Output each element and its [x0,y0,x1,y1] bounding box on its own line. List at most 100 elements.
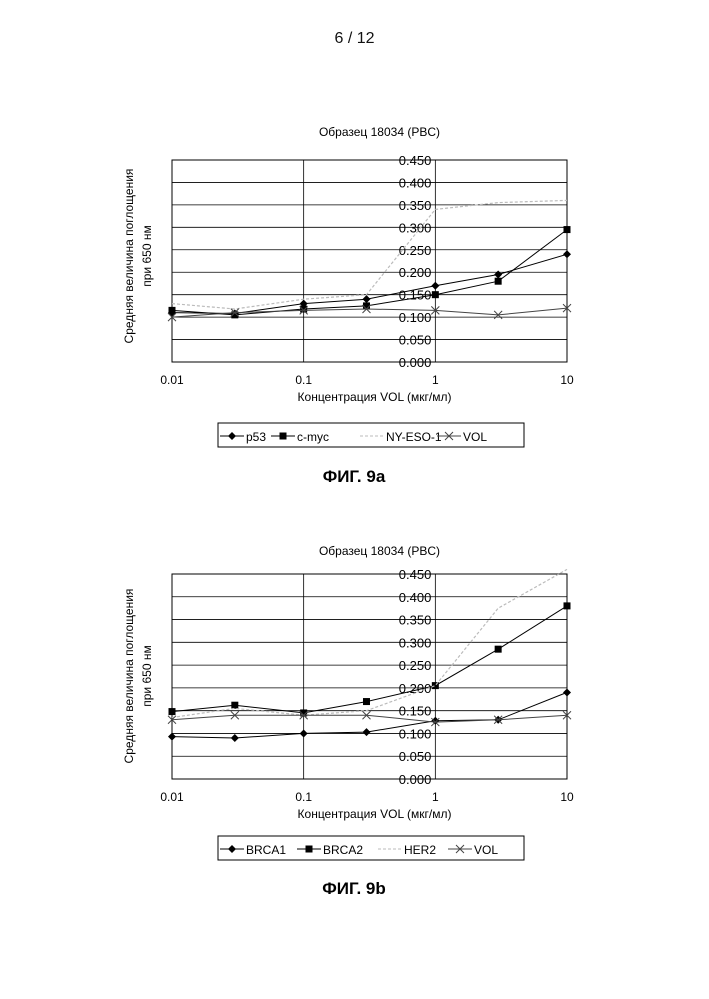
data-point-vol-stroke-b [493,715,503,725]
y-tick-label: 0.200 [399,681,432,696]
chart-title: Образец 18034 (PBC) [319,125,440,139]
x-tick-label: 0.01 [160,790,184,804]
y-tick-label: 0.000 [399,355,432,370]
data-point-brca2 [494,645,502,653]
data-point-vol [230,710,240,720]
series-brca2 [168,602,571,717]
data-point-brca2 [231,701,239,709]
legend-swatch-marker [228,432,236,440]
x-tick-label: 0.1 [295,790,312,804]
data-point-vol [167,312,177,322]
y-tick-label: 0.300 [399,220,432,235]
legend-swatch-marker [279,432,287,440]
x-axis-label: Концентрация VOL (мкг/мл) [298,807,452,821]
x-tick-label: 1 [432,373,439,387]
data-point-vol [430,717,440,727]
figure-9b: Образец 18034 (PBC) 0.000 0.050 0.100 0.150 0… [122,544,574,898]
data-point-brca2 [362,698,370,706]
y-axis-label-line-1: Средняя величина поглощения [122,169,136,344]
legend-swatch-marker [444,431,454,441]
legend-box [217,835,525,861]
legend-label: p53 [246,430,266,444]
data-point-vol [493,715,503,725]
data-point-c-myc [431,291,439,299]
y-tick-label: 0.450 [399,153,432,168]
legend-swatch-marker [455,844,465,854]
data-point-vol-stroke-b [430,717,440,727]
legend-item-her2: HER2 [378,843,436,857]
legend-item-ny-eso-1: NY-ESO-1 [360,430,442,444]
page-number: 6 / 12 [334,30,375,47]
x-tick-label: 1 [432,790,439,804]
series-her2 [171,568,568,719]
legend-box [217,422,525,448]
data-point-c-myc [563,226,571,234]
data-point-vol-stroke-b [430,306,440,315]
data-point-brca2 [431,682,439,690]
legend-label: BRCA2 [323,843,363,857]
y-tick-label: 0.350 [399,198,432,213]
data-point-vol [299,306,309,315]
data-point-vol-stroke-b [362,304,371,314]
data-point-brca2 [168,708,176,716]
series-c-myc [168,226,571,319]
y-axis-label-line-2: при 650 нм [140,225,154,286]
data-point-vol [362,304,371,314]
data-point-vol [299,710,309,720]
data-point-c-myc [494,277,502,285]
data-point-vol-stroke-b [299,306,309,315]
series-line-her2 [171,568,568,719]
series-line-brca2 [171,605,568,714]
y-tick-label: 0.100 [399,726,432,741]
data-point-brca1 [362,728,371,737]
data-point-vol-stroke-b [230,710,240,720]
legend: BRCA1 BRCA2 HER2 VOL [217,835,525,861]
data-point-vol-stroke-b [362,710,371,720]
y-tick-label: 0.450 [399,567,432,582]
data-point-vol-stroke-b [493,310,503,320]
legend-item-p53: p53 [220,430,266,444]
data-point-vol-stroke-b [562,303,572,313]
series-ny-eso-1 [171,199,568,310]
y-tick-label: 0.400 [399,590,432,605]
x-tick-label: 0.1 [295,373,312,387]
legend-swatch-marker [228,845,236,853]
plot-frame [171,159,568,363]
x-tick-label: 10 [560,373,574,387]
data-point-p53 [431,281,440,290]
data-point-vol-stroke-b [562,710,572,720]
legend-label: HER2 [404,843,436,857]
data-point-vol-stroke-b [167,715,177,725]
data-point-vol-stroke-b [299,710,309,720]
legend-label: c-myc [297,430,329,444]
data-point-c-myc [168,306,176,314]
legend-item-vol: VOL [448,843,498,857]
data-point-vol [230,308,240,317]
data-point-brca2 [563,602,571,610]
legend-label: VOL [474,843,498,857]
y-tick-label: 0.050 [399,749,432,764]
data-point-brca1 [168,732,176,741]
x-tick-label: 0.01 [160,373,184,387]
y-tick-label: 0.100 [399,310,432,325]
legend-label: NY-ESO-1 [386,430,442,444]
data-point-vol [493,310,503,320]
plot-frame [171,573,568,780]
legend-swatch-marker-stroke-b [444,431,454,441]
figure-caption: ФИГ. 9b [322,879,386,898]
legend-label: VOL [463,430,487,444]
data-point-brca1 [230,734,239,742]
data-point-vol [562,710,572,720]
x-axis-label: Концентрация VOL (мкг/мл) [298,390,452,404]
data-point-brca1 [431,716,440,725]
series-vol [167,303,572,322]
data-point-p53 [362,295,371,304]
y-tick-label: 0.350 [399,613,432,628]
data-point-vol [362,710,371,720]
data-point-brca2 [300,709,308,717]
x-tick-label: 10 [560,790,574,804]
y-tick-label: 0.050 [399,333,432,348]
data-point-p53 [563,250,571,259]
legend-swatch-marker [305,845,313,853]
legend-item-c-myc: c-myc [271,430,329,444]
